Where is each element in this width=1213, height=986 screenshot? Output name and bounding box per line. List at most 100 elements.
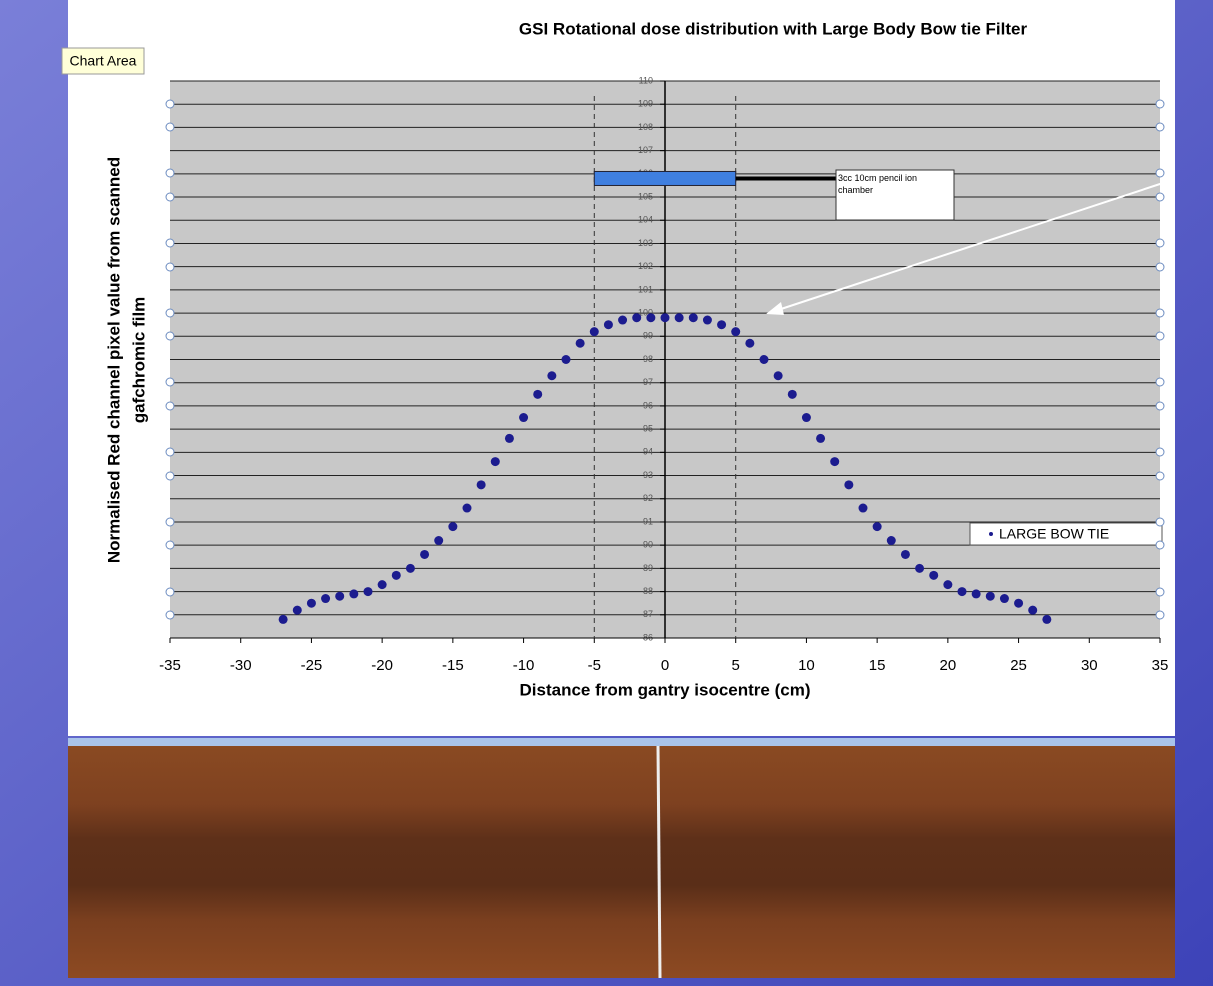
data-point <box>872 522 882 532</box>
y-tick-label: 96 <box>643 400 653 410</box>
data-point <box>476 480 486 490</box>
data-point <box>1042 614 1052 624</box>
data-point <box>830 457 840 467</box>
y-tick-label: 95 <box>643 424 653 434</box>
data-point <box>646 313 656 323</box>
selection-handle <box>1155 192 1165 202</box>
splitter <box>68 738 1175 746</box>
tooltip: Chart Area <box>70 53 137 69</box>
data-point <box>787 389 797 399</box>
data-point <box>773 371 783 381</box>
selection-handle <box>165 540 175 550</box>
data-point <box>306 598 316 608</box>
y-tick-label: 100 <box>638 307 653 317</box>
data-point <box>462 503 472 513</box>
data-point <box>759 355 769 364</box>
data-point <box>575 338 585 348</box>
selection-handle <box>1155 540 1165 550</box>
arrow-head <box>766 302 784 315</box>
tooltip-box <box>61 47 145 75</box>
x-tick-label: -20 <box>371 657 393 674</box>
data-point <box>745 338 755 348</box>
y-tick-label: 97 <box>643 377 653 387</box>
data-point <box>674 313 684 323</box>
selection-handle <box>165 610 175 620</box>
x-tick-label: 0 <box>661 657 669 674</box>
selection-handle <box>1155 587 1165 597</box>
data-point <box>519 413 529 423</box>
x-tick-label: -35 <box>159 657 181 674</box>
legend-box <box>969 522 1163 546</box>
x-tick-label: -5 <box>588 657 601 674</box>
legend-marker <box>989 532 993 536</box>
data-point <box>660 313 670 323</box>
annotation-text: 3cc 10cm pencil ion chamber <box>838 173 918 195</box>
selection-handle <box>1155 401 1165 411</box>
x-tick-label: -25 <box>301 657 323 674</box>
chart-title: GSI Rotational dose distribution with La… <box>519 19 1028 38</box>
selection-handle <box>1155 517 1165 527</box>
data-point <box>731 327 741 337</box>
data-point <box>971 589 981 599</box>
y-tick-label: 91 <box>643 516 653 526</box>
y-tick-label: 92 <box>643 493 653 503</box>
data-point <box>618 315 628 325</box>
selection-handle <box>165 99 175 109</box>
y-tick-label: 109 <box>638 99 653 109</box>
data-point <box>292 605 302 615</box>
data-point <box>533 389 543 399</box>
data-point <box>858 503 868 513</box>
selection-handle <box>165 471 175 481</box>
data-point <box>377 580 387 590</box>
y-tick-label: 101 <box>638 284 653 294</box>
ion-chamber <box>593 170 737 186</box>
data-point <box>490 457 500 467</box>
selection-handle <box>165 517 175 527</box>
y-tick-label: 108 <box>638 122 653 132</box>
data-point <box>335 591 345 601</box>
annotation: 3cc 10cm pencil ion chamber <box>838 173 918 195</box>
data-point <box>391 570 401 580</box>
selection-handle <box>165 122 175 132</box>
data-point <box>278 614 288 624</box>
data-point <box>844 480 854 490</box>
data-point <box>688 313 698 323</box>
data-point <box>816 433 826 443</box>
selection-handle <box>1155 122 1165 132</box>
y-tick-label: 88 <box>643 586 653 596</box>
data-point <box>900 549 910 559</box>
data-point <box>702 315 712 325</box>
y-tick-label: 102 <box>638 261 653 271</box>
data-point <box>448 522 458 532</box>
x-tick-label: 35 <box>1152 657 1169 674</box>
selection-handle <box>165 401 175 411</box>
selection-handle <box>1155 610 1165 620</box>
x-tick-label: 20 <box>940 657 957 674</box>
selection-handle <box>165 587 175 597</box>
y-tick-label: 87 <box>643 609 653 619</box>
selection-handle <box>165 308 175 318</box>
x-tick-label: -10 <box>513 657 535 674</box>
data-point <box>999 594 1009 604</box>
y-tick-label: 90 <box>643 540 653 550</box>
x-axis-label: Distance from gantry isocentre (cm) <box>520 680 811 699</box>
selection-handle <box>1155 262 1165 272</box>
data-point <box>1028 605 1038 615</box>
y-axis-label: gafchromic film <box>129 297 148 424</box>
data-point <box>504 433 514 443</box>
selection-handle <box>165 168 175 178</box>
selection-handle <box>165 262 175 272</box>
arrow <box>777 182 1164 311</box>
y-tick-label: 99 <box>643 331 653 341</box>
data-point <box>1014 598 1024 608</box>
x-tick-label: -15 <box>442 657 464 674</box>
selection-handle <box>1155 99 1165 109</box>
selection-handle <box>1155 308 1165 318</box>
y-tick-label: 103 <box>638 238 653 248</box>
data-point <box>363 587 373 597</box>
data-point <box>589 327 599 337</box>
selection-handle <box>1155 168 1165 178</box>
legend-label: LARGE BOW TIE <box>999 526 1109 542</box>
